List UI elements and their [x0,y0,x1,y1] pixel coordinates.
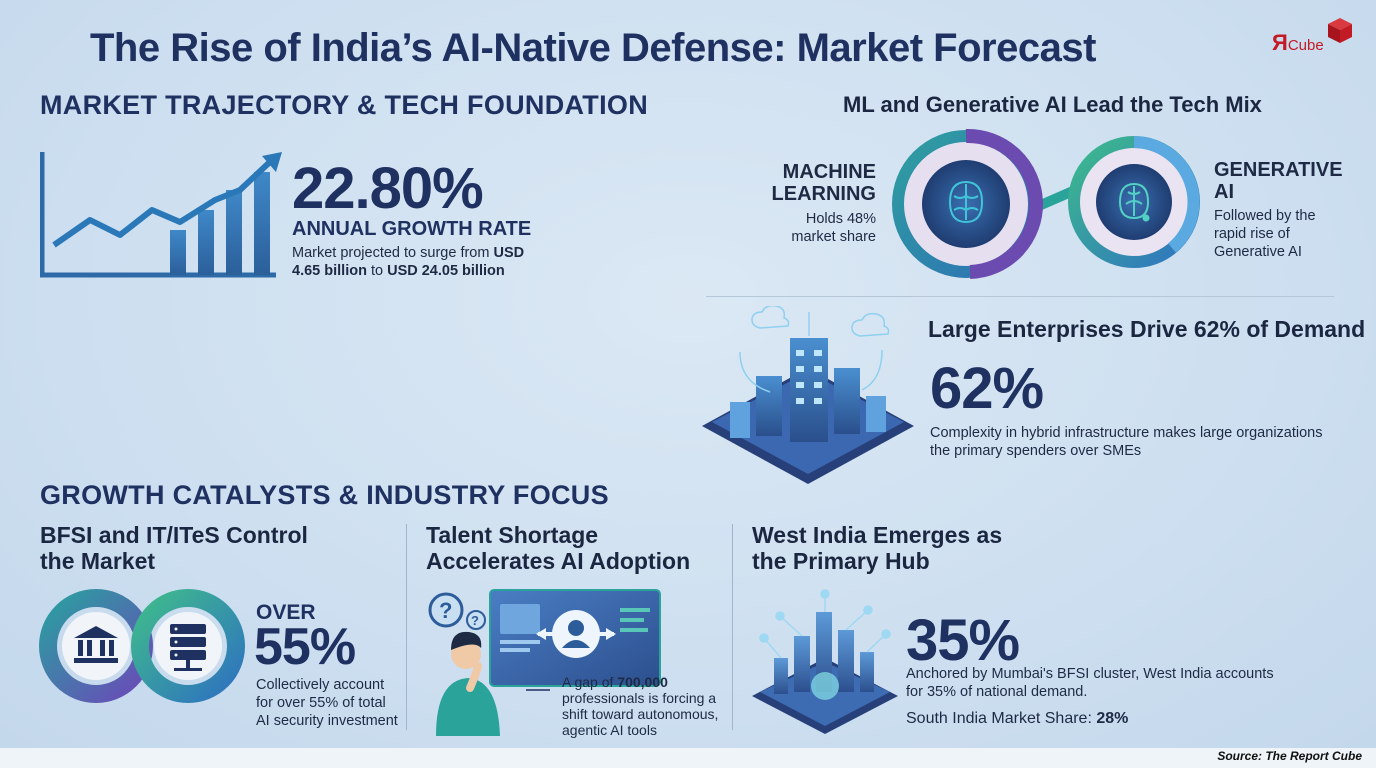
confused-person-screen-icon: ? ? [428,589,661,736]
divider-bfsi-talent [406,524,407,730]
source-credit: Source: The Report Cube [1217,749,1362,763]
growth-rate-label: ANNUAL GROWTH RATE [292,218,532,240]
divider-tech-enterprise [706,296,1334,297]
section-heading-trajectory: MARKET TRAJECTORY & TECH FOUNDATION [40,90,649,120]
bfsi-title: BFSI and IT/ITeS Control the Market [40,522,308,574]
tech-mix-title: ML and Generative AI Lead the Tech Mix [843,92,1262,117]
section-heading-catalysts: GROWTH CATALYSTS & INDUSTRY FOCUS [40,480,609,510]
growth-rate-value: 22.80% [292,156,484,221]
bfsi-donuts [39,589,245,703]
ml-description: Holds 48% market share [791,211,876,245]
bfsi-value: 55% [254,618,356,676]
tech-mix-donuts [892,128,1200,279]
logo-text: ЯCube [1272,30,1324,55]
svg-text:?: ? [439,598,452,623]
connected-city-icon [752,589,898,734]
red-cube-icon [1328,18,1352,43]
west-description: Anchored by Mumbai's BFSI cluster, West … [906,666,1274,700]
bfsi-description: Collectively account for over 55% of tot… [256,677,398,729]
enterprise-title: Large Enterprises Drive 62% of Demand [928,316,1366,342]
bank-icon [74,626,118,663]
genai-label: GENERATIVE AI [1214,159,1343,203]
enterprise-value: 62% [930,356,1044,421]
brain-chip-icon [948,180,984,224]
talent-description: A gap of 700,000 professionals is forcin… [562,674,719,738]
genai-description: Followed by the rapid rise of Generative… [1214,208,1316,260]
footer-band [0,748,1376,768]
svg-text:?: ? [471,613,479,628]
brand-logo: ЯCube [1270,18,1354,60]
bfsi-over-label: OVER [256,601,316,624]
page-title: The Rise of India’s AI-Native Defense: M… [90,26,1096,70]
south-india-share: South India Market Share: 28% [906,710,1129,727]
west-title: West India Emerges as the Primary Hub [752,522,1003,574]
ml-label: MACHINE LEARNING [771,161,876,205]
rising-line-chart-icon [40,152,282,278]
growth-description: Market projected to surge from USD 4.65 … [292,245,525,279]
enterprise-description: Complexity in hybrid infrastructure make… [930,425,1323,459]
divider-talent-west [732,524,733,730]
talent-title: Talent Shortage Accelerates AI Adoption [426,522,691,574]
brain-circuit-icon [1118,182,1150,222]
west-value: 35% [906,608,1020,673]
isometric-data-center-icon [702,306,914,484]
server-icon [170,624,206,671]
